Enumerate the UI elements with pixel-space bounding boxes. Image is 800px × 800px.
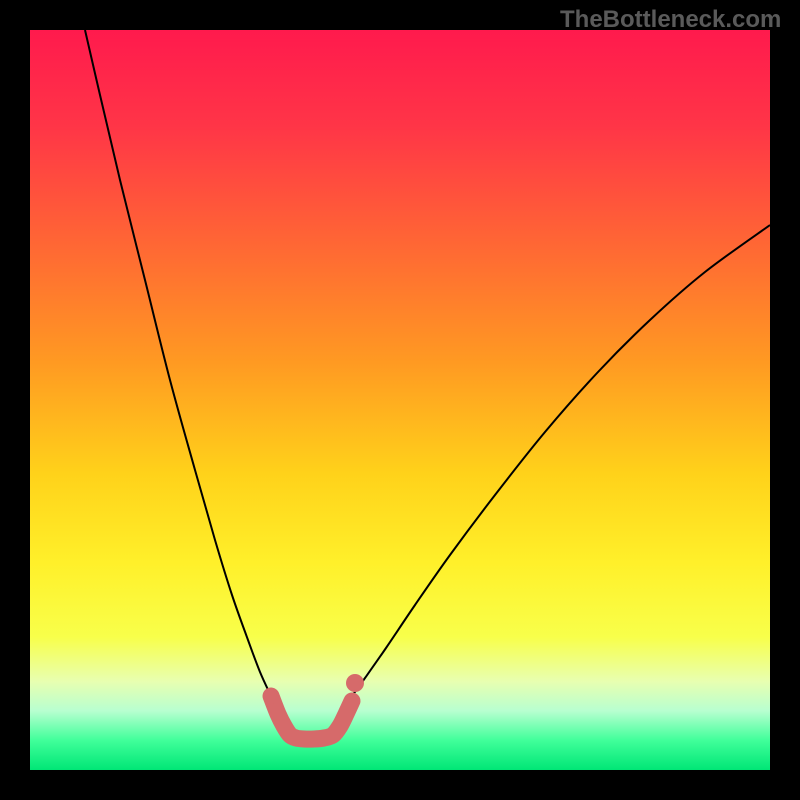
trough-start-dot xyxy=(263,688,279,704)
watermark-text: TheBottleneck.com xyxy=(560,6,781,34)
trough-marker-dot xyxy=(346,674,364,692)
chart-svg xyxy=(0,0,800,800)
chart-background xyxy=(30,30,770,770)
